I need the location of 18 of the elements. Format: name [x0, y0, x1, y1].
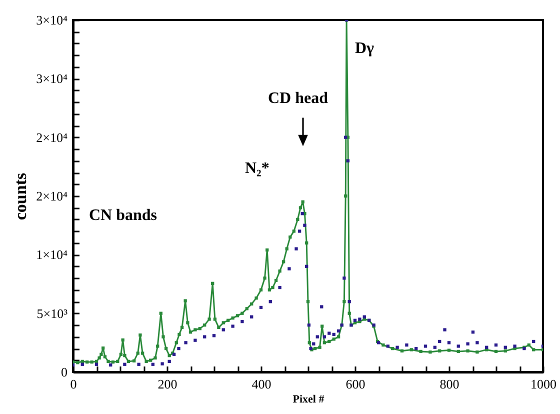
y-tick-label: 0	[61, 364, 68, 380]
y-tick-label: 5×10³	[36, 306, 68, 321]
annotation: Dγ	[355, 40, 375, 57]
annotation: N₂*	[245, 160, 270, 177]
y-tick-label: 2×10⁴	[36, 130, 68, 145]
y-tick-label: 3×10⁴	[36, 12, 68, 28]
y-tick-label: 1×10⁴	[36, 247, 68, 262]
x-tick-label: 200	[158, 376, 178, 392]
annotation: CD head	[268, 90, 328, 107]
y-tick-label: 2×10⁴	[36, 188, 68, 204]
x-tick-label: 400	[252, 376, 272, 392]
annotation: CN bands	[89, 207, 158, 224]
y-axis-title: counts	[11, 172, 30, 220]
x-tick-label: 600	[346, 376, 366, 392]
x-tick-label: 1000	[530, 376, 556, 392]
x-tick-label: 800	[440, 376, 460, 392]
x-axis-title: Pixel #	[292, 394, 325, 406]
y-tick-label: 3×10⁴	[36, 71, 68, 86]
